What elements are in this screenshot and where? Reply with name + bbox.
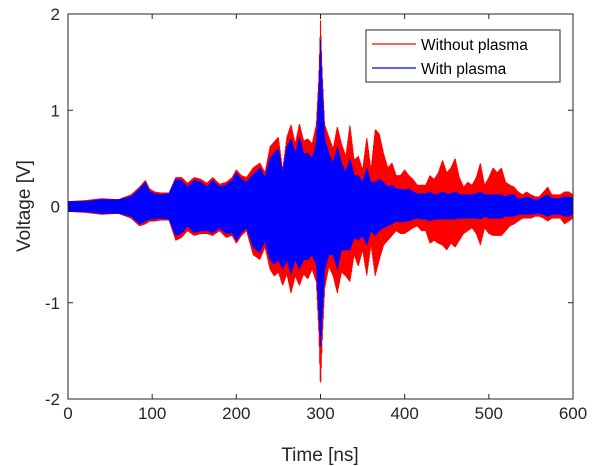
x-tick-label: 200: [222, 404, 250, 423]
y-tick-label: -1: [45, 294, 60, 313]
x-tick-label: 400: [390, 404, 418, 423]
x-axis-label: Time [ns]: [281, 445, 358, 466]
x-tick-label: 300: [306, 404, 334, 423]
y-tick-label: 2: [51, 5, 60, 24]
x-tick-label: 100: [138, 404, 166, 423]
series-line-with-plasma: [67, 40, 574, 347]
y-tick-label: -2: [45, 390, 60, 409]
legend: Without plasma With plasma: [365, 29, 561, 83]
y-axis-label: Voltage [V]: [14, 160, 35, 252]
x-tick-label: 500: [475, 404, 503, 423]
y-tick-label: 1: [51, 101, 60, 120]
x-tick-label: 600: [559, 404, 587, 423]
y-tick-label: 0: [51, 198, 60, 217]
series-layer: [67, 20, 574, 383]
x-tick-label: 0: [63, 404, 72, 423]
axis-ticks: 0 100 200 300 400 500 600 -2 -1 0 1 2: [45, 5, 587, 423]
legend-box: [365, 29, 561, 83]
legend-label-without-plasma: Without plasma: [421, 37, 528, 54]
legend-label-with-plasma: With plasma: [421, 61, 507, 78]
